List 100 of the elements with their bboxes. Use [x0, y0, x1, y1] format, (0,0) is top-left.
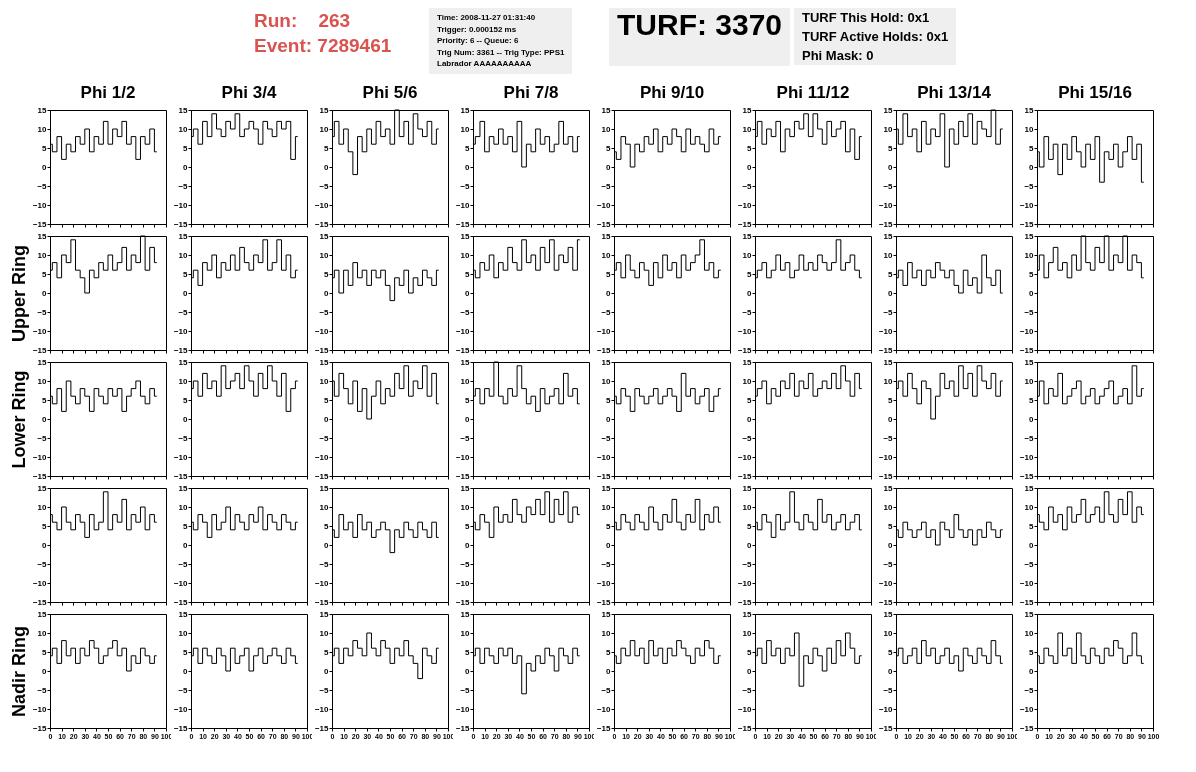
y-tick-label: 10 — [460, 628, 471, 638]
text: Event: 7289461 — [254, 34, 392, 58]
chart-title: Phi 9/10 — [639, 83, 705, 102]
chart-title: Phi 15/16 — [1058, 83, 1132, 102]
y-tick-label: 10 — [37, 250, 48, 260]
y-tick-label: 15 — [37, 609, 48, 619]
y-tick-label: −15 — [596, 471, 612, 481]
y-tick-label: −5 — [601, 685, 612, 695]
y-tick-label: 5 — [1029, 647, 1035, 657]
y-tick-label: −5 — [460, 307, 471, 317]
y-tick-label: 0 — [183, 540, 189, 550]
y-tick-label: 5 — [606, 395, 612, 405]
y-tick-label: −10 — [32, 578, 48, 588]
y-tick-label: −5 — [319, 559, 330, 569]
y-tick-label: 5 — [1029, 143, 1035, 153]
y-axis-title: Upper Ring — [8, 245, 29, 342]
y-tick-label: −10 — [173, 326, 189, 336]
y-tick-label: 5 — [324, 521, 330, 531]
y-tick-label: −15 — [737, 219, 753, 229]
y-tick-label: 10 — [883, 376, 894, 386]
y-tick-label: 0 — [606, 414, 612, 424]
y-tick-label: 10 — [319, 628, 330, 638]
y-tick-label: −15 — [32, 219, 48, 229]
y-tick-label: −10 — [737, 326, 753, 336]
text: TURF This Hold: 0x1 — [802, 9, 931, 27]
y-tick-label: −5 — [1024, 685, 1035, 695]
y-tick-label: 15 — [742, 105, 753, 115]
y-tick-label: 15 — [319, 231, 330, 241]
y-tick-label: 0 — [324, 540, 330, 550]
y-tick-label: 5 — [606, 647, 612, 657]
chart-title: Phi 3/4 — [221, 83, 277, 102]
y-tick-label: −10 — [173, 452, 189, 462]
y-tick-label: 15 — [319, 357, 330, 367]
y-tick-label: −15 — [314, 597, 330, 607]
y-tick-label: −15 — [455, 219, 471, 229]
y-tick-label: −10 — [1019, 452, 1035, 462]
y-tick-label: 0 — [465, 162, 471, 172]
y-tick-label: 5 — [606, 143, 612, 153]
y-tick-label: 5 — [183, 647, 189, 657]
y-tick-label: −15 — [314, 723, 330, 733]
y-tick-label: 5 — [42, 269, 48, 279]
y-tick-label: 15 — [601, 105, 612, 115]
y-tick-label: 5 — [324, 269, 330, 279]
y-tick-label: 0 — [183, 666, 189, 676]
y-tick-label: −15 — [32, 471, 48, 481]
y-tick-label: 5 — [888, 143, 894, 153]
y-tick-label: −5 — [178, 181, 189, 191]
y-tick-label: 10 — [742, 376, 753, 386]
y-tick-label: −5 — [601, 181, 612, 191]
y-tick-label: 0 — [888, 288, 894, 298]
y-tick-label: −5 — [1024, 307, 1035, 317]
y-tick-label: 5 — [888, 269, 894, 279]
y-tick-label: −15 — [173, 723, 189, 733]
y-tick-label: 15 — [601, 357, 612, 367]
y-tick-label: −15 — [314, 219, 330, 229]
y-tick-label: −10 — [737, 200, 753, 210]
y-tick-label: 15 — [178, 105, 189, 115]
y-tick-label: −10 — [455, 452, 471, 462]
y-tick-label: 10 — [883, 502, 894, 512]
y-tick-label: 15 — [178, 609, 189, 619]
y-tick-label: 10 — [883, 628, 894, 638]
y-tick-label: −5 — [319, 433, 330, 443]
y-tick-label: 15 — [460, 483, 471, 493]
y-tick-label: 0 — [606, 540, 612, 550]
y-tick-label: 15 — [178, 357, 189, 367]
y-tick-label: −10 — [455, 200, 471, 210]
y-tick-label: 10 — [178, 250, 189, 260]
y-tick-label: −10 — [32, 704, 48, 714]
y-tick-label: −15 — [737, 345, 753, 355]
y-tick-label: 15 — [37, 357, 48, 367]
y-tick-label: −10 — [173, 704, 189, 714]
y-tick-label: 10 — [601, 628, 612, 638]
y-tick-label: 5 — [465, 647, 471, 657]
y-tick-label: −15 — [737, 471, 753, 481]
y-tick-label: −5 — [1024, 181, 1035, 191]
y-tick-label: 10 — [319, 376, 330, 386]
text: Labrador AAAAAAAAAA — [437, 58, 533, 70]
y-tick-label: 0 — [324, 414, 330, 424]
y-tick-label: −15 — [32, 723, 48, 733]
y-tick-label: −10 — [737, 578, 753, 588]
y-tick-label: −15 — [878, 597, 894, 607]
y-tick-label: −10 — [173, 578, 189, 588]
y-tick-label: 0 — [42, 162, 48, 172]
y-tick-label: 10 — [601, 376, 612, 386]
y-tick-label: 5 — [42, 395, 48, 405]
y-tick-label: −15 — [314, 345, 330, 355]
y-tick-label: 10 — [460, 124, 471, 134]
y-tick-label: −10 — [1019, 200, 1035, 210]
y-tick-label: 0 — [888, 666, 894, 676]
text: Run: 263 — [254, 9, 352, 33]
y-tick-label: 5 — [183, 269, 189, 279]
y-tick-label: −10 — [314, 452, 330, 462]
y-tick-label: 15 — [1024, 231, 1035, 241]
y-tick-label: −5 — [742, 181, 753, 191]
y-tick-label: 0 — [747, 666, 753, 676]
y-tick-label: −10 — [878, 578, 894, 588]
y-tick-label: 10 — [37, 502, 48, 512]
y-tick-label: 0 — [324, 288, 330, 298]
y-tick-label: −10 — [314, 578, 330, 588]
y-tick-label: −5 — [460, 433, 471, 443]
